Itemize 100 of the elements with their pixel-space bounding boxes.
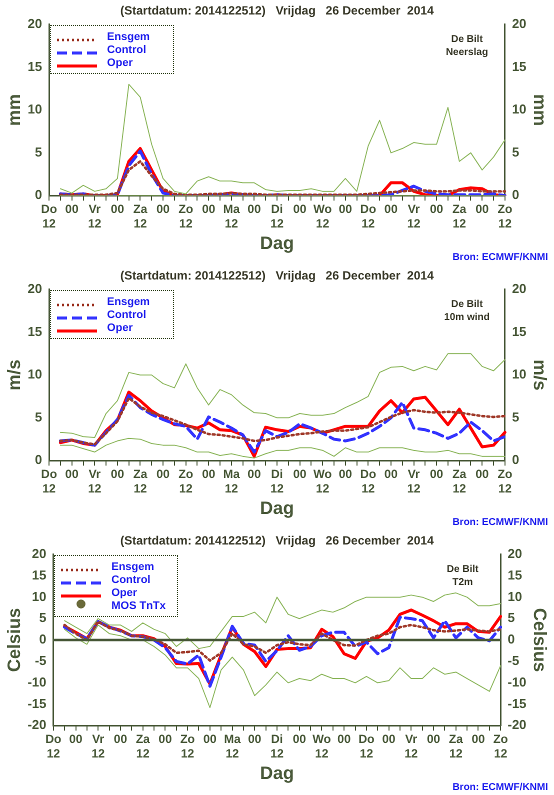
legend-label: Control xyxy=(111,574,152,586)
y-tick-label: 10 xyxy=(28,366,42,382)
y-axis-title: mm xyxy=(4,94,24,126)
y-tick-label: -10 xyxy=(28,674,46,690)
y2-axis-title: Celsius xyxy=(530,608,550,672)
x-tick-label: Vr 12 xyxy=(407,467,421,496)
y2-tick-label: 0 xyxy=(512,187,520,202)
x-tick-label: Vr 12 xyxy=(88,467,102,496)
legend-label: Ensgem xyxy=(107,30,151,43)
x-tick-label: Do 12 xyxy=(360,467,376,496)
y-axis-title: m/s xyxy=(4,359,24,391)
y-tick-label: 20 xyxy=(32,546,46,561)
y-tick-label: 15 xyxy=(28,324,42,339)
line-series xyxy=(59,396,506,446)
x-tick-label: 00 xyxy=(472,732,486,746)
x-tick-label: Vr 12 xyxy=(91,732,106,761)
y-tick-label: 15 xyxy=(32,567,46,582)
x-tick-label: Zo 12 xyxy=(178,467,194,496)
line-series xyxy=(63,620,502,662)
x-tick-label: 00 xyxy=(69,732,83,746)
x-tick-label: Za 12 xyxy=(133,467,148,496)
legend-label: Ensgem xyxy=(107,296,151,308)
x-tick-label: Ma 12 xyxy=(223,202,240,231)
x-tick-label: Za 12 xyxy=(133,202,148,231)
annotation: De Bilt xyxy=(446,564,480,576)
x-tick-label: 00 xyxy=(65,202,79,216)
legend-label: MOS TnTx xyxy=(111,600,167,612)
y2-tick-label: 20 xyxy=(512,16,526,31)
x-tick-label: Za 12 xyxy=(136,732,150,761)
y-tick-label: 5 xyxy=(39,610,46,626)
y-tick-label: 20 xyxy=(28,280,42,296)
x-tick-label: Vr 12 xyxy=(88,202,102,231)
legend-label: Control xyxy=(107,44,148,56)
x-axis-title: Dag xyxy=(260,233,294,254)
x-tick-label: Zo 12 xyxy=(178,202,194,231)
x-tick-label: Zo 12 xyxy=(493,732,508,761)
x-tick-label: Zo 12 xyxy=(180,732,195,761)
y-tick-label: 10 xyxy=(28,102,42,117)
x-tick-label: 00 xyxy=(156,467,170,482)
y-tick-label: 5 xyxy=(34,144,42,160)
y-tick-label: 0 xyxy=(34,187,42,202)
x-tick-label: Wo 12 xyxy=(312,732,331,761)
y2-tick-label: 10 xyxy=(512,102,526,117)
y-tick-label: 20 xyxy=(28,16,42,31)
chart-title: (Startdatum: 2014122512) Vrijdag 26 December 2014 xyxy=(120,268,434,283)
y2-tick-label: -5 xyxy=(508,652,520,668)
x-tick-label: 00 xyxy=(426,732,441,746)
y2-tick-label: 10 xyxy=(508,588,522,604)
x-tick-label: 00 xyxy=(475,202,490,216)
x-tick-label: Do 12 xyxy=(41,202,58,231)
x-tick-label: Di 12 xyxy=(270,467,284,496)
x-tick-label: 00 xyxy=(114,732,128,746)
x-axis-title: Dag xyxy=(260,498,294,518)
y2-tick-label: 15 xyxy=(512,324,526,339)
y2-axis-title: m/s xyxy=(530,359,550,391)
legend-label: Oper xyxy=(107,56,134,69)
x-tick-label: Zo 12 xyxy=(498,467,512,496)
x-tick-label: 00 xyxy=(203,732,217,746)
y2-tick-label: 20 xyxy=(512,280,526,296)
text: Bron: ECMWF/KNMI xyxy=(452,782,548,793)
x-tick-label: 00 xyxy=(475,467,490,482)
legend-label: Oper xyxy=(107,322,134,334)
x-tick-label: Vr 12 xyxy=(407,202,421,231)
annotation: De Bilt xyxy=(451,34,484,46)
x-tick-label: Di 12 xyxy=(270,732,284,761)
x-tick-label: Di 12 xyxy=(270,202,284,231)
annotation: Neerslag xyxy=(446,47,488,58)
y2-tick-label: 10 xyxy=(512,366,526,382)
y2-tick-label: 15 xyxy=(508,567,522,582)
x-tick-label: 00 xyxy=(248,732,262,746)
x-tick-label: 00 xyxy=(202,467,216,482)
x-tick-label: 00 xyxy=(430,202,444,216)
y-tick-label: -5 xyxy=(34,652,46,668)
y2-tick-label: 5 xyxy=(508,610,515,626)
y-tick-label: 0 xyxy=(39,632,46,647)
x-tick-label: 00 xyxy=(382,732,396,746)
x-tick-label: Do 12 xyxy=(45,732,62,761)
x-tick-label: Do 12 xyxy=(41,467,58,496)
y-tick-label: 15 xyxy=(28,58,42,74)
x-tick-label: 00 xyxy=(293,467,307,482)
line-series xyxy=(59,160,506,196)
y2-tick-label: 5 xyxy=(512,144,520,160)
x-tick-label: Ma 12 xyxy=(223,467,240,496)
y2-tick-label: -20 xyxy=(508,717,526,732)
x-tick-label: Do 12 xyxy=(360,202,376,231)
x-tick-label: 00 xyxy=(248,202,262,216)
x-tick-label: 00 xyxy=(110,467,124,482)
y2-tick-label: -10 xyxy=(508,674,526,690)
y2-tick-label: -15 xyxy=(508,696,526,711)
y2-tick-label: 5 xyxy=(512,409,520,424)
y2-tick-label: 15 xyxy=(512,58,526,74)
x-tick-label: Wo 12 xyxy=(313,467,332,496)
x-tick-label: 00 xyxy=(338,467,352,482)
y-tick-label: 10 xyxy=(32,588,46,604)
annotation: 10m wind xyxy=(444,312,490,324)
legend-label: Control xyxy=(107,308,148,321)
x-tick-label: 00 xyxy=(110,202,124,216)
x-tick-label: 00 xyxy=(338,202,352,216)
x-tick-label: Za 12 xyxy=(448,732,464,761)
x-tick-label: Ma 12 xyxy=(224,732,241,761)
